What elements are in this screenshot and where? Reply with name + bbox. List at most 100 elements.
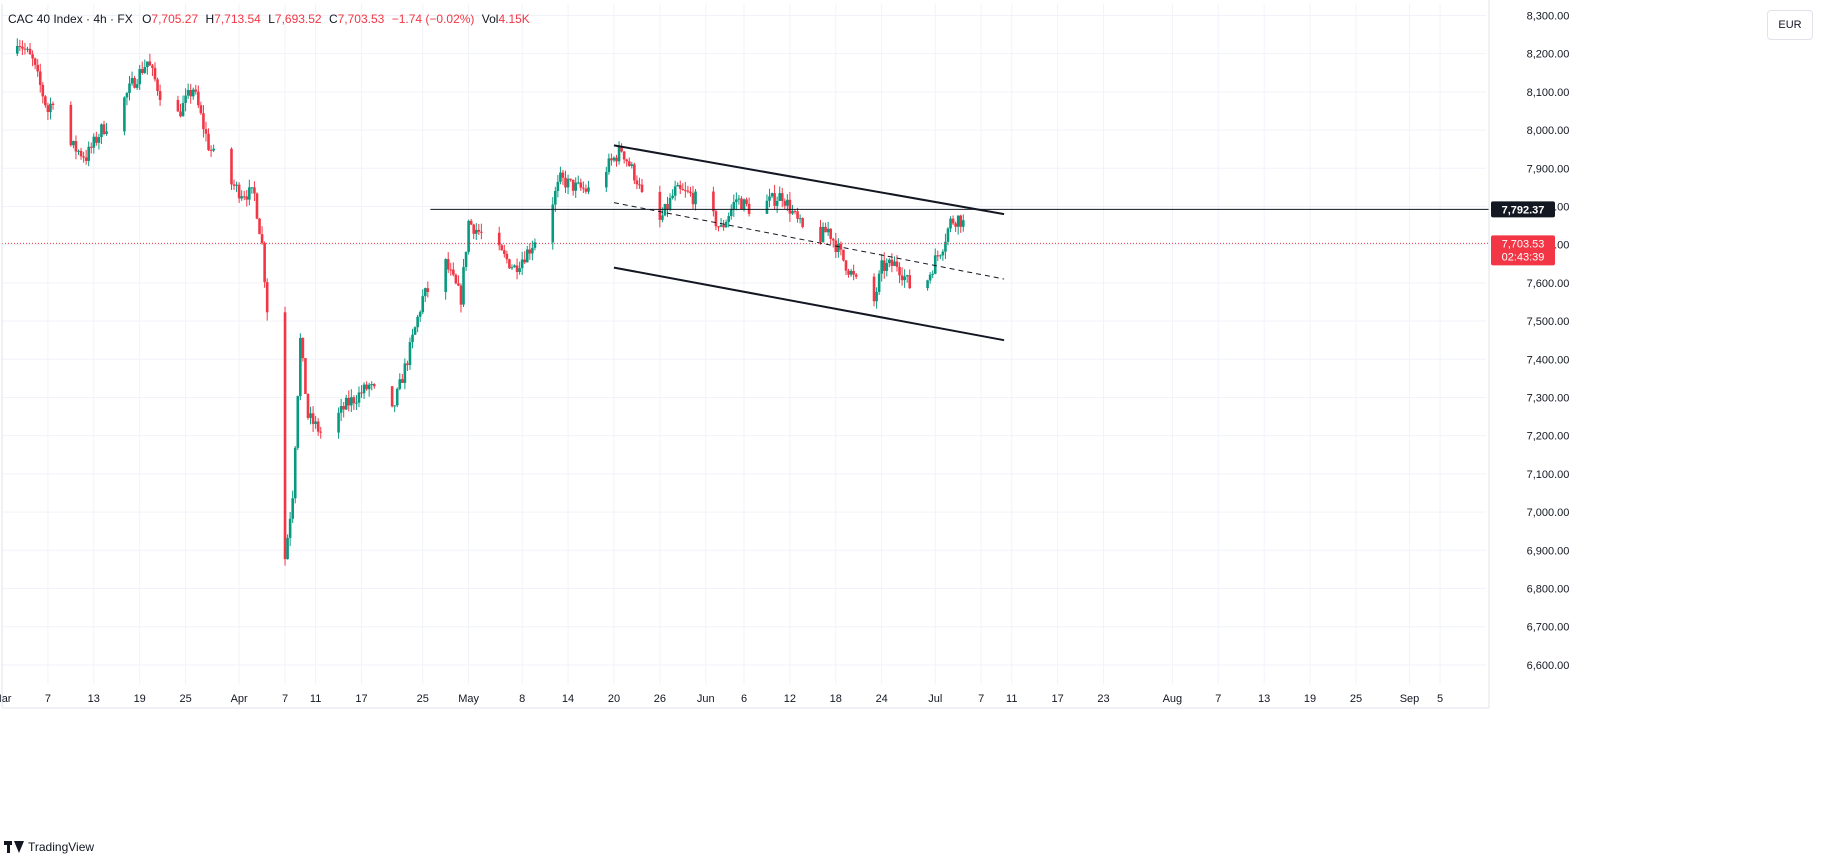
volume-value: 4.15K <box>498 12 530 26</box>
tradingview-branding[interactable]: TradingView <box>4 840 94 854</box>
candle-body <box>304 358 307 394</box>
candle-body <box>933 255 937 274</box>
grid <box>1 4 1486 684</box>
close-value: 7,703.53 <box>337 12 385 26</box>
candle-body <box>554 191 557 205</box>
candle-body <box>102 124 106 134</box>
candle-body <box>622 151 626 160</box>
candle-body <box>194 89 198 92</box>
resistance-price-badge <box>1491 201 1555 218</box>
candle-body <box>770 193 774 197</box>
candles <box>15 38 965 566</box>
candle-body <box>467 220 470 252</box>
candle-body <box>635 180 639 185</box>
x-tick-label: 17 <box>355 693 367 705</box>
candle-body <box>413 327 417 335</box>
candle-body <box>41 84 45 97</box>
candle-body <box>559 172 562 182</box>
last-price-badge <box>1491 235 1555 266</box>
x-tick-label: 8 <box>519 693 525 705</box>
candle-body <box>671 195 674 198</box>
candle-body <box>209 149 213 151</box>
x-tick-label: May <box>458 693 479 705</box>
candle-body <box>49 103 52 113</box>
candle-body <box>714 211 718 227</box>
channel-mid-line <box>613 202 1005 280</box>
y-tick-label: 6,800.00 <box>1527 583 1570 595</box>
candle-body <box>727 216 731 222</box>
candle-body <box>446 259 450 270</box>
y-tick-label: 8,300.00 <box>1527 10 1570 22</box>
candle-body <box>946 228 950 242</box>
candle-body <box>839 243 843 250</box>
candle-body <box>242 196 246 198</box>
high-label: H <box>205 12 215 26</box>
candle-body <box>936 255 940 257</box>
candle-body <box>719 225 723 227</box>
candle-body <box>689 191 692 194</box>
y-tick-label: 8,100.00 <box>1527 87 1570 99</box>
candle-body <box>633 164 636 181</box>
candle-body <box>579 182 583 188</box>
currency-button[interactable]: EUR <box>1767 10 1813 40</box>
candle-body <box>928 274 932 281</box>
candle-body <box>612 157 616 161</box>
candle-body <box>898 266 901 276</box>
resistance-price-label: 7,792.37 <box>1502 204 1545 216</box>
high-value: 7,713.54 <box>214 12 261 26</box>
candle-body <box>582 187 585 189</box>
x-tick-label: 26 <box>654 693 666 705</box>
candle-body <box>18 46 22 48</box>
x-tick-label: 6 <box>741 693 747 705</box>
candle-body <box>406 363 409 365</box>
channel-upper-line <box>613 144 1005 216</box>
candle-body <box>250 187 254 189</box>
candle-body <box>372 384 376 387</box>
axes: 6,600.00 6,700.00 6,800.00 6,900.00 7,000.00… <box>0 0 1570 709</box>
close-label: C <box>328 12 338 26</box>
candle-body <box>829 228 832 239</box>
candle-body <box>658 191 662 220</box>
last-price-label: 7,703.53 <box>1502 238 1545 250</box>
candle-body <box>464 251 468 268</box>
candle-body <box>459 285 463 305</box>
candle-body <box>676 184 680 187</box>
candle-body <box>513 265 516 268</box>
candle-body <box>712 191 715 212</box>
candle-body <box>143 67 147 73</box>
candle-body <box>411 334 414 343</box>
candle-body <box>842 249 845 261</box>
candle-body <box>729 208 733 217</box>
candle-body <box>640 184 644 192</box>
candle-body <box>831 238 835 241</box>
candle-body <box>497 232 501 246</box>
candle-body <box>569 178 572 180</box>
symbol-label[interactable]: CAC 40 Index · 4h · FX <box>8 12 133 26</box>
x-tick-label: 18 <box>830 693 842 705</box>
candle-body <box>393 405 396 407</box>
candle-body <box>347 397 351 406</box>
ohlc-legend: CAC 40 Index · 4h · FX O7,705.27 H7,713.… <box>8 12 530 26</box>
drawings[interactable] <box>2 144 1489 342</box>
x-tick-label: Apr <box>231 693 248 705</box>
candle-body <box>576 182 580 184</box>
y-tick-label: 7,900.00 <box>1527 163 1570 175</box>
candle-body <box>691 193 695 205</box>
x-tick-label: Aug <box>1163 693 1183 705</box>
candle-body <box>462 267 465 305</box>
x-tick-label: 25 <box>1350 693 1362 705</box>
candle-body <box>355 402 358 404</box>
candle-body <box>510 267 514 269</box>
candle-body <box>199 105 203 114</box>
candle-body <box>296 396 300 448</box>
candle-body <box>133 77 136 88</box>
candle-body <box>956 215 960 227</box>
candle-body <box>849 270 853 275</box>
candle-body <box>959 215 963 227</box>
x-tick-label: Mar <box>0 693 12 705</box>
candle-body <box>732 202 736 209</box>
candle-body <box>531 247 534 254</box>
candle-body <box>722 225 725 228</box>
